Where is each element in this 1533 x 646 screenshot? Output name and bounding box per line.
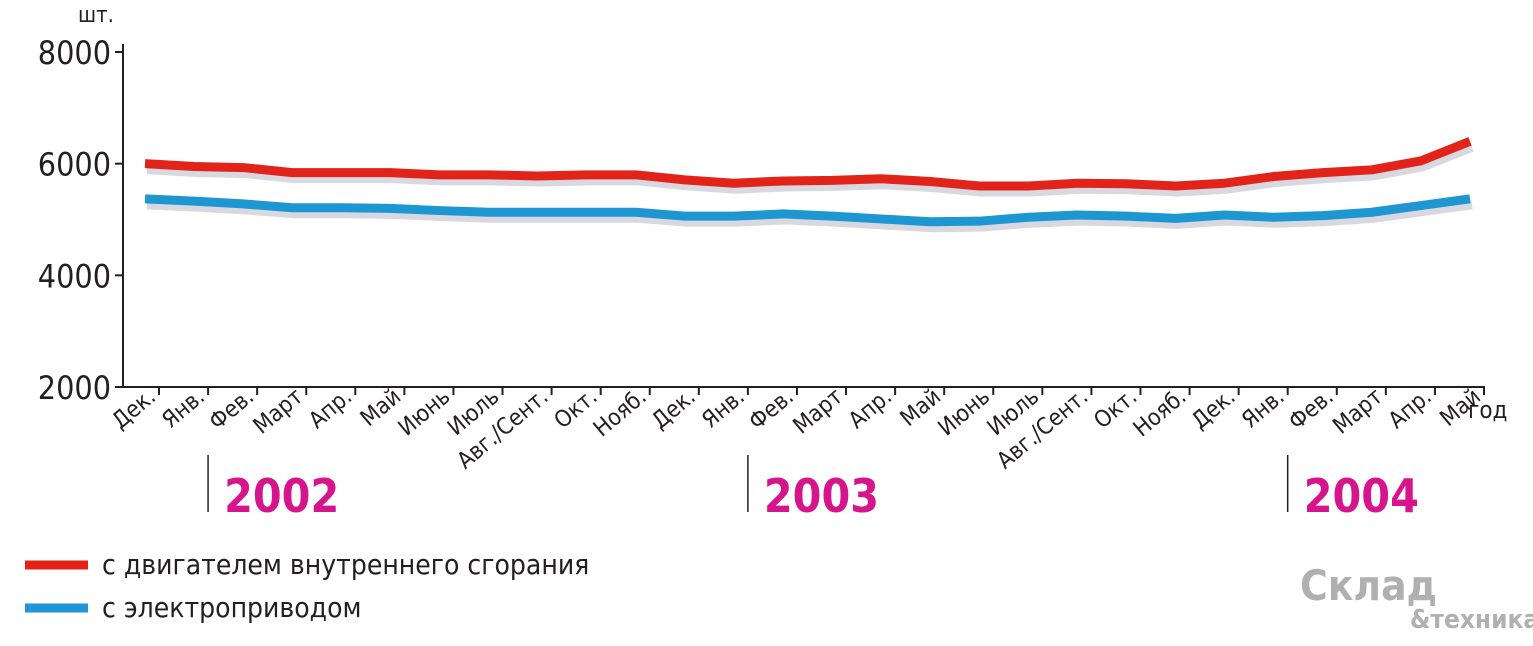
- x-tick-label: Янв.: [697, 384, 749, 434]
- line: [144, 137, 1472, 191]
- x-tick-label: Дек.: [647, 384, 700, 435]
- legend-label: с двигателем внутреннего сгорания: [102, 548, 589, 581]
- line-shadow: [146, 200, 1473, 233]
- x-tick-label: Апр.: [844, 384, 897, 434]
- x-tick-label: Фев.: [205, 384, 260, 436]
- y-tick-label: 2000: [38, 369, 111, 407]
- x-tick-label: Май: [1435, 384, 1485, 432]
- x-tick-label: Июнь: [394, 384, 456, 442]
- x-tick-label: Янв.: [1237, 384, 1289, 434]
- y-tick-label: 6000: [38, 146, 111, 184]
- x-tick-label: Апр.: [304, 384, 357, 434]
- year-label: 2003: [764, 469, 879, 523]
- line-shadow: [146, 143, 1474, 197]
- x-tick-label: Июнь: [933, 384, 995, 442]
- logo: &техника: [1410, 605, 1533, 635]
- y-tick-label: 4000: [38, 257, 111, 295]
- x-tick-label: Фев.: [744, 384, 799, 436]
- x-tick-label: Нояб.: [589, 384, 652, 442]
- x-tick-label: Дек.: [1187, 384, 1240, 435]
- x-tick-label: Апр.: [1384, 384, 1437, 434]
- y-tick-label: 8000: [38, 34, 111, 72]
- y-unit: шт.: [78, 3, 114, 28]
- x-axis-label: год: [1468, 396, 1507, 424]
- x-tick-label: Янв.: [157, 384, 209, 434]
- logo: Склад: [1300, 561, 1437, 610]
- legend-label: с электроприводом: [102, 591, 362, 624]
- x-tick-label: Дек.: [107, 384, 160, 435]
- x-tick-label: Фев.: [1284, 384, 1339, 436]
- year-label: 2002: [224, 469, 339, 523]
- year-label: 2004: [1304, 469, 1419, 523]
- x-tick-label: Нояб.: [1129, 384, 1192, 442]
- line: [144, 194, 1471, 227]
